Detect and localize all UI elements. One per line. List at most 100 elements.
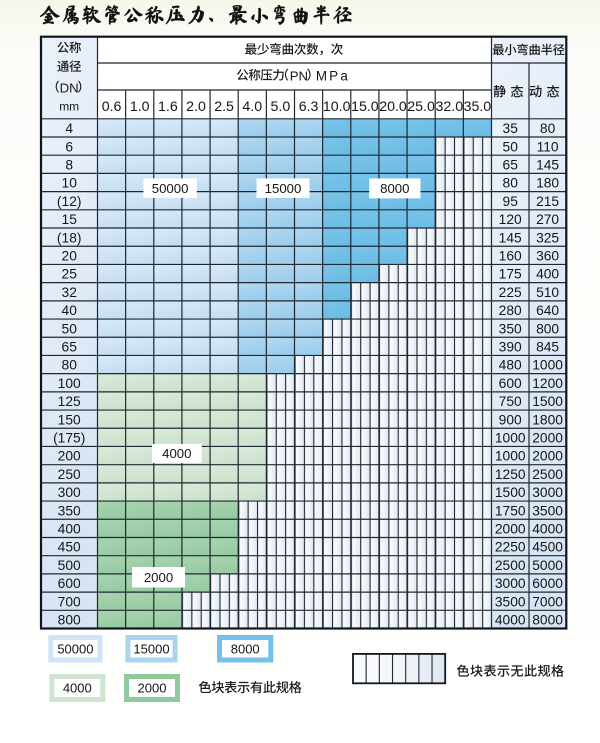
svg-text:DN: DN (60, 80, 79, 95)
svg-text:25.0: 25.0 (407, 99, 435, 115)
svg-text:50000: 50000 (57, 642, 93, 657)
svg-text:325: 325 (536, 230, 559, 245)
svg-text:5000: 5000 (532, 558, 563, 573)
svg-text:1000: 1000 (495, 431, 526, 446)
svg-text:175: 175 (499, 267, 522, 282)
svg-text:4: 4 (65, 121, 73, 136)
svg-text:225: 225 (499, 285, 522, 300)
svg-text:200: 200 (58, 449, 81, 464)
svg-text:1800: 1800 (532, 412, 563, 427)
svg-text:150: 150 (58, 412, 81, 427)
svg-text:390: 390 (499, 340, 522, 355)
svg-text:15: 15 (62, 212, 78, 227)
svg-text:8: 8 (65, 158, 73, 173)
svg-text:145: 145 (499, 230, 522, 245)
svg-text:4500: 4500 (532, 540, 563, 555)
svg-text:1.6: 1.6 (158, 99, 178, 115)
svg-text:2.5: 2.5 (214, 99, 234, 115)
svg-text:MPa: MPa (316, 68, 350, 83)
svg-text:80: 80 (540, 121, 556, 136)
svg-text:450: 450 (58, 540, 81, 555)
svg-text:(18): (18) (57, 230, 82, 245)
svg-text:65: 65 (62, 340, 78, 355)
svg-text:32: 32 (62, 285, 77, 300)
svg-text:1000: 1000 (495, 449, 526, 464)
svg-text:1200: 1200 (532, 376, 563, 391)
svg-text:40: 40 (62, 303, 78, 318)
svg-text:20.0: 20.0 (379, 99, 407, 115)
svg-text:8000: 8000 (532, 613, 563, 628)
svg-text:2.0: 2.0 (186, 99, 206, 115)
svg-text:480: 480 (499, 358, 522, 373)
svg-text:160: 160 (499, 249, 522, 264)
svg-text:50000: 50000 (152, 181, 189, 196)
svg-text:80: 80 (62, 358, 78, 373)
svg-text:50: 50 (62, 321, 78, 336)
svg-text:4000: 4000 (63, 681, 92, 696)
svg-text:8000: 8000 (380, 181, 409, 196)
svg-text:2250: 2250 (495, 540, 526, 555)
svg-text:4000: 4000 (162, 446, 191, 461)
svg-text:510: 510 (536, 285, 559, 300)
svg-text:mm: mm (59, 100, 79, 114)
svg-text:280: 280 (499, 303, 522, 318)
svg-text:1000: 1000 (532, 358, 563, 373)
svg-text:6000: 6000 (532, 576, 563, 591)
svg-text:32.0: 32.0 (435, 99, 463, 115)
svg-text:95: 95 (503, 194, 519, 209)
svg-text:640: 640 (536, 303, 559, 318)
svg-text:270: 270 (536, 212, 559, 227)
svg-text:180: 180 (536, 176, 559, 191)
svg-text:1.0: 1.0 (130, 99, 150, 115)
svg-text:4.0: 4.0 (242, 99, 262, 115)
svg-text:1500: 1500 (532, 394, 563, 409)
svg-text:1750: 1750 (495, 503, 526, 518)
svg-text:2000: 2000 (532, 431, 563, 446)
svg-text:50: 50 (503, 139, 519, 154)
svg-text:8000: 8000 (231, 642, 260, 657)
svg-text:100: 100 (58, 376, 81, 391)
svg-text:4000: 4000 (532, 522, 563, 537)
svg-text:15000: 15000 (133, 642, 169, 657)
svg-text:6.3: 6.3 (299, 99, 319, 115)
svg-text:900: 900 (499, 412, 522, 427)
svg-text:3500: 3500 (532, 503, 563, 518)
svg-text:2000: 2000 (138, 681, 167, 696)
svg-text:1250: 1250 (495, 467, 526, 482)
svg-text:15.0: 15.0 (351, 99, 379, 115)
svg-text:845: 845 (536, 340, 559, 355)
svg-text:2000: 2000 (532, 449, 563, 464)
svg-text:PN: PN (290, 68, 308, 83)
svg-text:5.0: 5.0 (271, 99, 291, 115)
svg-text:125: 125 (58, 394, 81, 409)
svg-text:25: 25 (62, 267, 78, 282)
svg-text:3500: 3500 (495, 594, 526, 609)
svg-text:350: 350 (58, 503, 81, 518)
svg-text:7000: 7000 (532, 594, 563, 609)
svg-text:250: 250 (58, 467, 81, 482)
svg-text:2000: 2000 (144, 570, 173, 585)
svg-text:6: 6 (65, 139, 73, 154)
svg-text:65: 65 (503, 158, 519, 173)
svg-text:145: 145 (536, 158, 559, 173)
svg-text:3000: 3000 (532, 485, 563, 500)
svg-text:215: 215 (536, 194, 559, 209)
svg-text:(175): (175) (53, 431, 85, 446)
svg-text:4000: 4000 (495, 613, 526, 628)
svg-text:360: 360 (536, 249, 559, 264)
svg-text:10.0: 10.0 (323, 99, 351, 115)
svg-text:15000: 15000 (265, 181, 302, 196)
svg-text:1500: 1500 (495, 485, 526, 500)
svg-text:2500: 2500 (532, 467, 563, 482)
svg-text:750: 750 (499, 394, 522, 409)
svg-text:350: 350 (499, 321, 522, 336)
svg-text:2000: 2000 (495, 522, 526, 537)
svg-text:600: 600 (499, 376, 522, 391)
svg-text:35.0: 35.0 (464, 99, 492, 115)
svg-text:120: 120 (499, 212, 522, 227)
svg-text:400: 400 (58, 522, 81, 537)
svg-text:700: 700 (58, 594, 81, 609)
svg-text:20: 20 (62, 249, 78, 264)
svg-text:600: 600 (58, 576, 81, 591)
svg-text:110: 110 (537, 139, 559, 154)
